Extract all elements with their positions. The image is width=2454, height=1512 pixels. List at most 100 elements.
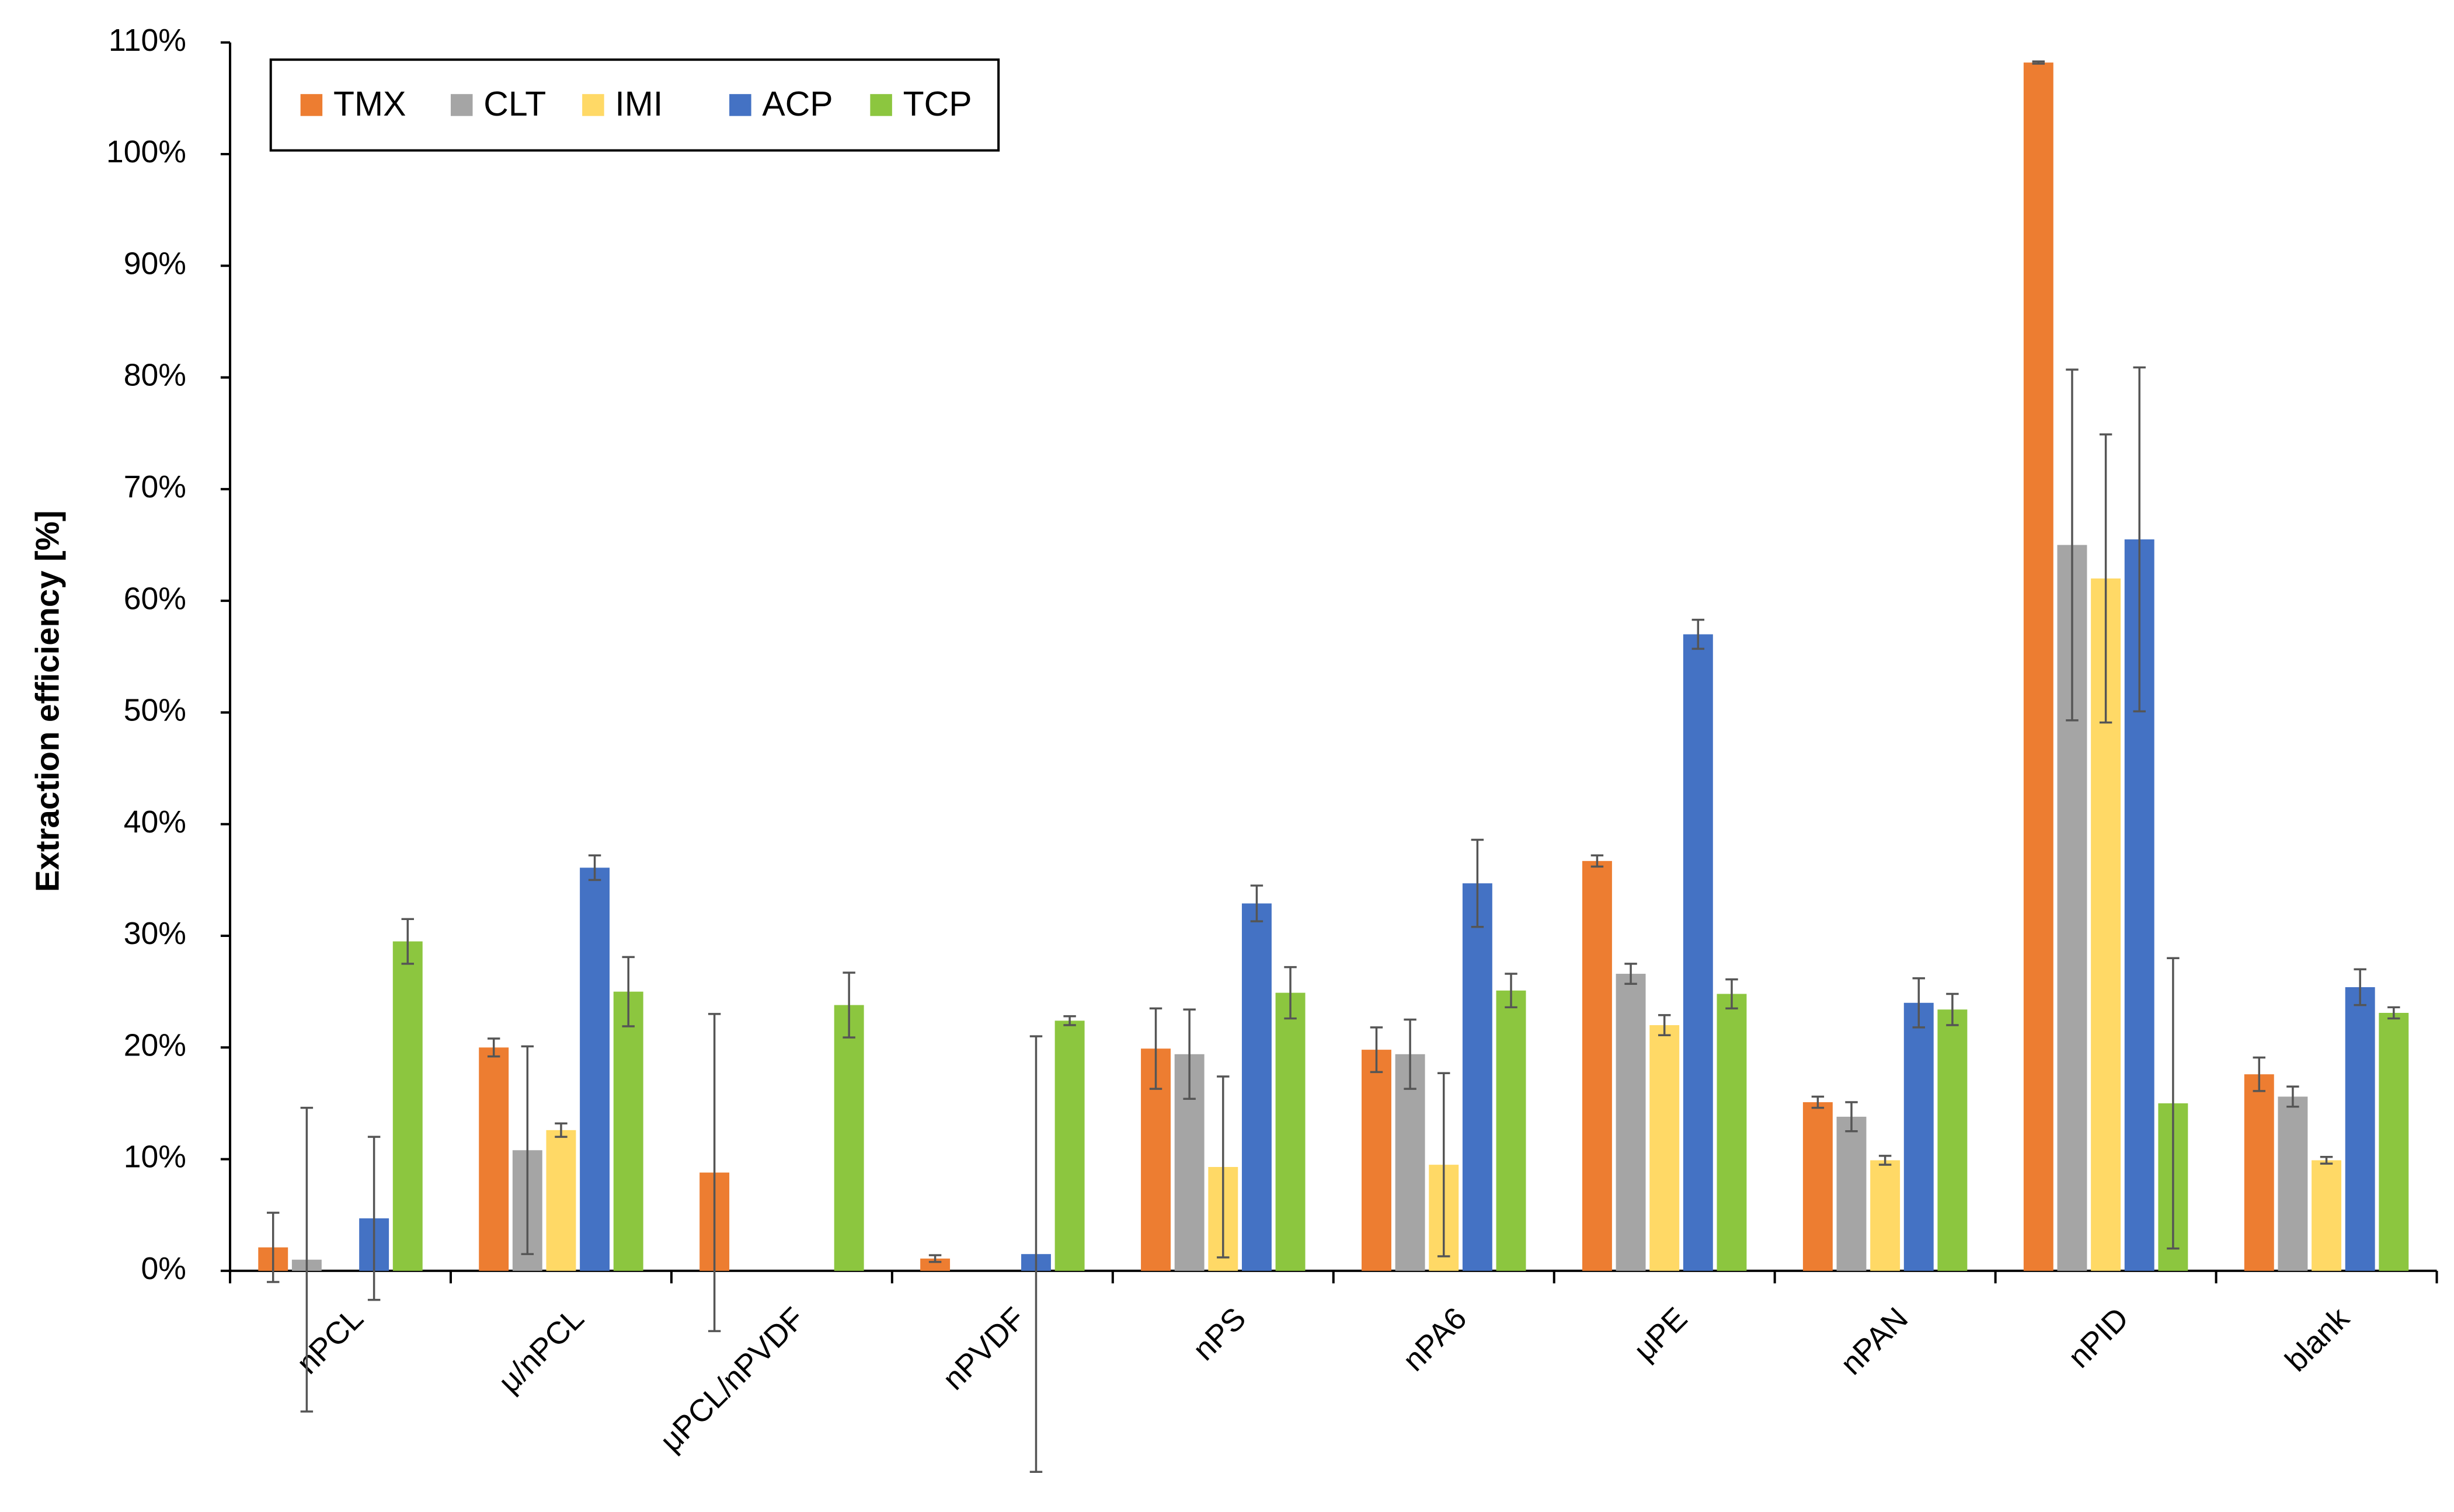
error-bar	[928, 1254, 942, 1263]
y-tick-label: 10%	[124, 1140, 186, 1175]
bar	[834, 1005, 864, 1271]
y-tick-label: 60%	[124, 581, 186, 616]
error-bar	[1691, 618, 1705, 650]
x-tick-label: nPVDF	[936, 1301, 1032, 1397]
bar	[920, 1258, 951, 1271]
bar	[1395, 1054, 1425, 1271]
x-tick-label: μPCL/nPVDF	[653, 1301, 812, 1459]
error-bar	[2133, 366, 2146, 713]
error-bar	[2387, 1006, 2400, 1020]
bar	[613, 991, 643, 1271]
error-bar	[1183, 1008, 1196, 1100]
error-bar	[1149, 1007, 1162, 1090]
bar	[1649, 1025, 1680, 1271]
x-tick-label: μ/nPCL	[492, 1301, 591, 1400]
error-bar	[1624, 963, 1637, 985]
bar	[1683, 634, 1713, 1271]
legend-swatch	[582, 94, 604, 116]
error-bar	[1658, 1014, 1671, 1037]
bar	[1903, 1002, 1934, 1271]
error-bar	[401, 918, 414, 965]
bar	[1054, 1020, 1085, 1271]
bar	[479, 1047, 509, 1271]
bar	[1836, 1116, 1867, 1271]
error-bar	[2354, 968, 2366, 1006]
error-bar	[267, 1211, 280, 1283]
legend-label: TMX	[333, 85, 406, 123]
error-bar	[843, 971, 855, 1039]
bar	[580, 868, 610, 1271]
error-bar	[1404, 1018, 1416, 1090]
x-tick-label: nPCL	[290, 1301, 370, 1381]
error-bar	[1590, 854, 1604, 868]
error-bar	[487, 1037, 500, 1058]
error-bar	[1845, 1101, 1858, 1133]
error-bar	[622, 956, 635, 1027]
error-bar	[1878, 1155, 1892, 1166]
bar	[1275, 992, 1306, 1271]
error-bar	[588, 854, 601, 882]
error-bar	[2320, 1156, 2333, 1165]
legend-label: TCP	[903, 85, 972, 123]
legend-label: CLT	[483, 85, 546, 123]
bar	[1802, 1102, 1833, 1271]
error-bar	[1912, 977, 1925, 1029]
y-axis-label: Extraction efficiency [%]	[29, 510, 66, 892]
bar	[1870, 1160, 1900, 1271]
error-bar	[1725, 978, 1738, 1010]
bar	[2379, 1013, 2409, 1271]
bar	[1616, 974, 1646, 1271]
y-tick-label: 40%	[124, 804, 186, 839]
error-bar	[2066, 368, 2079, 722]
y-tick-label: 100%	[106, 134, 186, 169]
error-bar	[708, 1013, 721, 1332]
error-bar	[367, 1135, 381, 1301]
bar	[392, 941, 423, 1271]
bar	[1241, 903, 1272, 1271]
error-bar	[1505, 973, 1517, 1009]
error-bar	[2167, 957, 2180, 1250]
legend-swatch	[729, 94, 751, 116]
x-tick-label: nPID	[2062, 1301, 2136, 1375]
bar	[1462, 883, 1492, 1271]
y-tick-label: 70%	[124, 469, 186, 504]
legend-label: IMI	[615, 85, 663, 123]
error-bar	[1029, 1035, 1043, 1473]
error-bar	[1370, 1026, 1383, 1074]
error-bar	[1811, 1095, 1825, 1109]
error-bar	[1250, 884, 1263, 922]
error-bar	[1437, 1072, 1450, 1257]
x-tick-label: nPAN	[1834, 1301, 1915, 1382]
bar	[2278, 1096, 2308, 1271]
bar	[1582, 860, 1612, 1271]
y-tick-label: 80%	[124, 358, 186, 393]
bar	[546, 1130, 576, 1271]
y-tick-label: 20%	[124, 1027, 186, 1062]
error-bar	[2032, 60, 2045, 65]
x-tick-label: nPA6	[1396, 1301, 1473, 1378]
legend-swatch	[870, 94, 892, 116]
legend-label: ACP	[762, 85, 833, 123]
legend: TMX CLT IMI ACP TCP	[269, 58, 1000, 152]
bar	[2244, 1074, 2274, 1271]
error-bar	[1063, 1015, 1076, 1026]
bar	[2345, 987, 2375, 1271]
error-bar	[555, 1122, 568, 1138]
error-bar	[1284, 966, 1297, 1020]
x-tick-label: μPE	[1627, 1301, 1694, 1368]
legend-swatch	[450, 94, 473, 116]
error-bar	[300, 1106, 314, 1413]
x-tick-label: nPS	[1186, 1301, 1252, 1367]
error-bar	[1217, 1075, 1230, 1259]
y-tick-label: 110%	[109, 23, 186, 58]
y-tick-label: 50%	[124, 693, 186, 728]
error-bar	[1946, 992, 1959, 1026]
error-bar	[521, 1045, 534, 1255]
error-bar	[2253, 1056, 2266, 1092]
y-tick-label: 0%	[141, 1251, 186, 1286]
y-tick-label: 30%	[124, 916, 186, 951]
legend-swatch	[300, 94, 323, 116]
bar	[1717, 994, 1747, 1271]
